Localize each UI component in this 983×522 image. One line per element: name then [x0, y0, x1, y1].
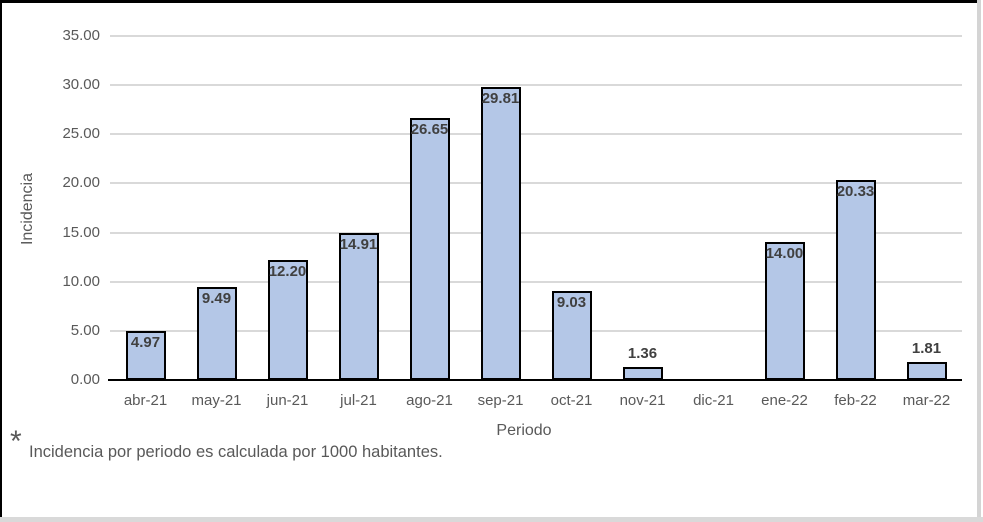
bar-abr-21: [125, 331, 166, 380]
x-tick-label-feb-22: feb-22: [834, 392, 877, 409]
bar-value-label: 1.36: [627, 345, 658, 362]
x-tick-label-jun-21: jun-21: [266, 392, 309, 409]
bar-nov-21: [622, 367, 663, 380]
gridline: [110, 35, 962, 37]
y-tick-label: 25.00: [62, 125, 100, 143]
bar-value-label: 14.00: [765, 245, 804, 262]
y-tick-label: 20.00: [62, 174, 100, 192]
x-axis-title: Periodo: [496, 422, 552, 439]
x-tick-label-may-21: may-21: [191, 392, 242, 409]
bar-value-label: 1.81: [911, 340, 942, 357]
x-tick-label-nov-21: nov-21: [619, 392, 666, 409]
gridline: [110, 133, 962, 136]
bar-jun-21: [267, 260, 308, 380]
bar-value-label: 20.33: [836, 183, 875, 200]
bar-feb-22: [835, 180, 876, 380]
bar-oct-21: [551, 291, 592, 380]
bar-ago-21: [409, 118, 450, 380]
bar-value-label: 4.97: [130, 334, 161, 351]
footnote-text: Incidencia por periodo es calculada por …: [29, 443, 443, 461]
x-tick-label-mar-22: mar-22: [902, 392, 951, 409]
gridline: [110, 84, 962, 87]
x-axis-line: [108, 379, 962, 381]
x-tick-label-sep-21: sep-21: [477, 392, 524, 409]
footnote-asterisk: *: [10, 425, 22, 458]
bar-sep-21: [480, 87, 521, 380]
x-tick-label-dic-21: dic-21: [693, 392, 734, 409]
x-tick-label-jul-21: jul-21: [340, 392, 377, 409]
y-tick-label: 10.00: [62, 272, 100, 290]
gridline: [110, 329, 962, 332]
bar-value-label: 12.20: [268, 263, 307, 280]
y-tick-label: 35.00: [62, 27, 100, 44]
plot-area: [110, 35, 962, 380]
x-tick-label-ago-21: ago-21: [406, 392, 453, 409]
gridline: [110, 182, 962, 185]
y-tick-label: 0.00: [70, 371, 100, 388]
bar-ene-22: [764, 242, 805, 380]
bar-value-label: 9.49: [201, 290, 232, 307]
y-tick-label: 5.00: [70, 321, 100, 339]
window-edge-bottom: [0, 517, 983, 522]
x-tick-label-oct-21: oct-21: [550, 392, 593, 409]
bar-jul-21: [338, 233, 379, 380]
window-edge-right: [977, 0, 981, 518]
gridline: [110, 280, 962, 283]
bar-mar-22: [906, 362, 947, 380]
bar-value-label: 26.65: [410, 121, 449, 138]
x-tick-label-ene-22: ene-22: [761, 392, 808, 409]
y-tick-label: 30.00: [62, 76, 100, 94]
bar-may-21: [196, 287, 237, 380]
bar-value-label: 14.91: [339, 236, 378, 253]
bar-value-label: 29.81: [481, 90, 520, 107]
x-tick-label-abr-21: abr-21: [123, 392, 168, 409]
y-tick-label: 15.00: [62, 223, 100, 241]
bar-value-label: 9.03: [556, 294, 587, 311]
gridline: [110, 231, 962, 234]
